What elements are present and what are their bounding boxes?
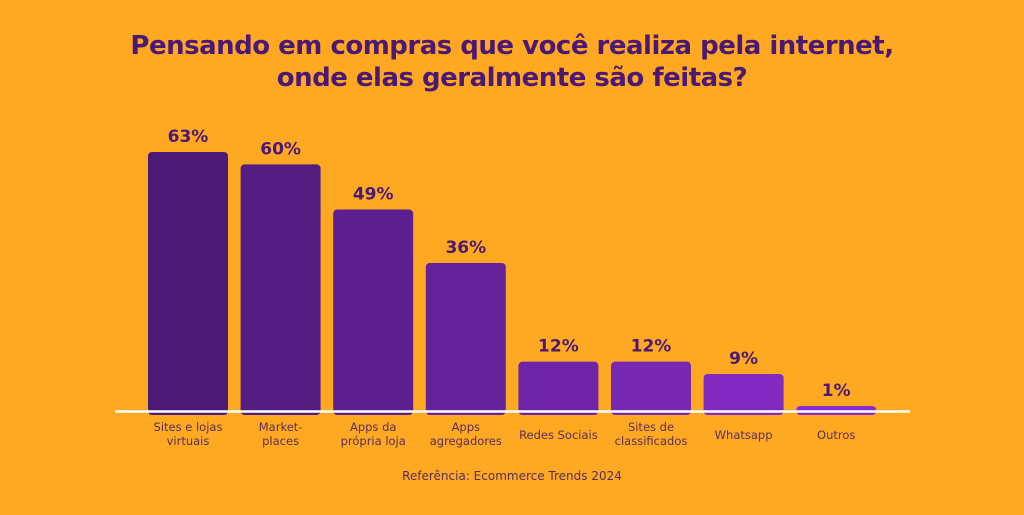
chart-title: Pensando em compras que você realiza pel… (0, 30, 1024, 94)
value-label: 9% (729, 349, 758, 369)
value-label: 1% (822, 381, 851, 401)
value-label: 36% (445, 238, 486, 258)
category-label: Whatsapp (715, 428, 773, 442)
value-label: 12% (538, 337, 579, 357)
category-label: Apps da própria loja (341, 420, 406, 448)
category-label: Market-places (259, 420, 303, 448)
bar (611, 361, 691, 415)
value-label: 60% (260, 139, 301, 159)
chart-title-line-2: onde elas geralmente são feitas? (276, 63, 748, 93)
bar (333, 209, 414, 415)
bar (240, 164, 321, 415)
category-label: Sites e lojas virtuais (154, 420, 223, 448)
category-label: Sites de classificados (615, 420, 688, 448)
bar (425, 263, 506, 415)
value-label: 63% (168, 127, 209, 147)
reference-note: Referência: Ecommerce Trends 2024 (402, 469, 622, 483)
category-label: Apps agregadores (430, 420, 502, 448)
chart-title-line-1: Pensando em compras que você realiza pel… (130, 31, 894, 61)
category-label: Redes Sociais (519, 428, 598, 442)
bar (703, 374, 784, 415)
bar (518, 361, 599, 415)
bar (148, 152, 228, 415)
category-label: Outros (817, 428, 855, 442)
value-label: 12% (631, 337, 672, 357)
value-label: 49% (353, 185, 394, 205)
